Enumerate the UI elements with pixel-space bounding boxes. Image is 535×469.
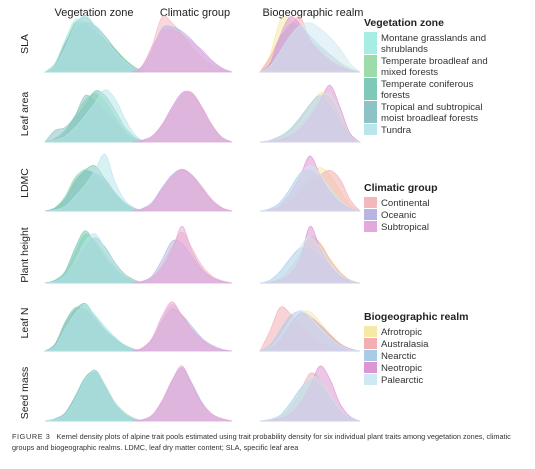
legend-swatch	[364, 101, 377, 123]
density-curve	[131, 168, 233, 212]
density-curve	[131, 90, 233, 143]
legend-entry: Continental	[381, 198, 430, 209]
density-curve	[259, 236, 361, 284]
legend-swatch	[364, 124, 377, 135]
density-panel	[43, 302, 146, 352]
row-label: LDMC	[19, 168, 31, 198]
density-panel	[131, 365, 233, 422]
density-curve	[44, 153, 146, 212]
figure-caption: FIGURE 3 Kernel density plots of alpine …	[12, 431, 528, 453]
density-curve	[44, 370, 146, 422]
legend-entry: Nearctic	[381, 351, 416, 362]
legend-entry: Tundra	[381, 125, 412, 136]
legend-swatch	[364, 78, 377, 100]
density-curve	[130, 29, 233, 73]
legend-swatch	[364, 350, 377, 361]
legend-entry: Palearctic	[381, 375, 423, 386]
legend-swatch	[364, 55, 377, 77]
density-curve	[44, 233, 146, 284]
density-panel	[131, 90, 233, 143]
density-curve	[131, 365, 233, 422]
column-header: Vegetation zone	[55, 7, 134, 19]
density-panel	[44, 153, 146, 212]
density-curve	[258, 22, 361, 73]
legend-swatch	[364, 362, 377, 373]
density-panel	[131, 301, 233, 352]
density-panel	[259, 365, 361, 422]
density-curve	[259, 92, 361, 143]
density-panel	[259, 155, 362, 212]
legend-swatch	[364, 374, 377, 385]
density-curve	[44, 89, 146, 143]
density-curve	[44, 305, 146, 352]
density-curve	[259, 310, 361, 352]
legend-entry: Subtropical	[381, 222, 429, 233]
legend-title: Biogeographic realm	[364, 311, 468, 323]
legend-entry: Neotropic	[381, 363, 422, 374]
column-header: Climatic group	[160, 7, 230, 19]
density-panel	[44, 230, 146, 284]
row-label: SLA	[19, 34, 31, 54]
legend-entry: Montane grasslands and shrublands	[381, 33, 486, 55]
legend-title: Climatic group	[364, 182, 438, 194]
row-label: Leaf N	[19, 308, 31, 339]
legend-entry: Oceanic	[381, 210, 416, 221]
row-label: Plant height	[19, 227, 31, 283]
legend: Vegetation zone Montane grasslands and shr…	[364, 17, 488, 136]
legend-entry: Australasia	[381, 339, 429, 350]
legend-title: Vegetation zone	[364, 17, 444, 29]
density-curve	[259, 165, 361, 212]
density-panel	[131, 168, 233, 212]
density-panel	[44, 89, 146, 143]
legend: Climatic group ContinentalOceanicSubtropi…	[364, 182, 438, 233]
density-panel	[258, 16, 361, 73]
legend-swatch	[364, 209, 377, 220]
density-panel	[130, 15, 233, 73]
legend-swatch	[364, 197, 377, 208]
density-curve	[131, 225, 233, 284]
row-label: Seed mass	[19, 367, 31, 420]
legend-entry: Temperate broadleaf and mixed forests	[381, 56, 488, 78]
legend-entry: Afrotropic	[381, 327, 422, 338]
density-curve	[131, 301, 233, 352]
density-panel	[131, 225, 233, 284]
density-panel	[258, 306, 361, 352]
density-panel	[259, 225, 361, 284]
density-panel	[259, 84, 362, 143]
density-panel	[44, 369, 146, 422]
legend-swatch	[364, 32, 377, 54]
density-panel	[43, 14, 146, 73]
row-label: Leaf area	[19, 92, 31, 137]
caption-text: Kernel density plots of alpine trait poo…	[12, 432, 511, 452]
column-header: Biogeographic realm	[263, 7, 364, 19]
figure-label: FIGURE 3	[12, 432, 51, 441]
legend-entry: Tropical and subtropical moist broadleaf …	[381, 102, 483, 124]
figure-kernel-density-grid: Vegetation zone Climatic group Biogeograph…	[19, 7, 488, 422]
legend: Biogeographic realm AfrotropicAustralasia…	[364, 311, 468, 386]
legend-entry: Temperate coniferous forests	[381, 79, 473, 101]
density-curve	[259, 376, 361, 422]
density-curve	[43, 14, 146, 73]
legend-swatch	[364, 338, 377, 349]
legend-swatch	[364, 326, 377, 337]
legend-swatch	[364, 221, 377, 232]
